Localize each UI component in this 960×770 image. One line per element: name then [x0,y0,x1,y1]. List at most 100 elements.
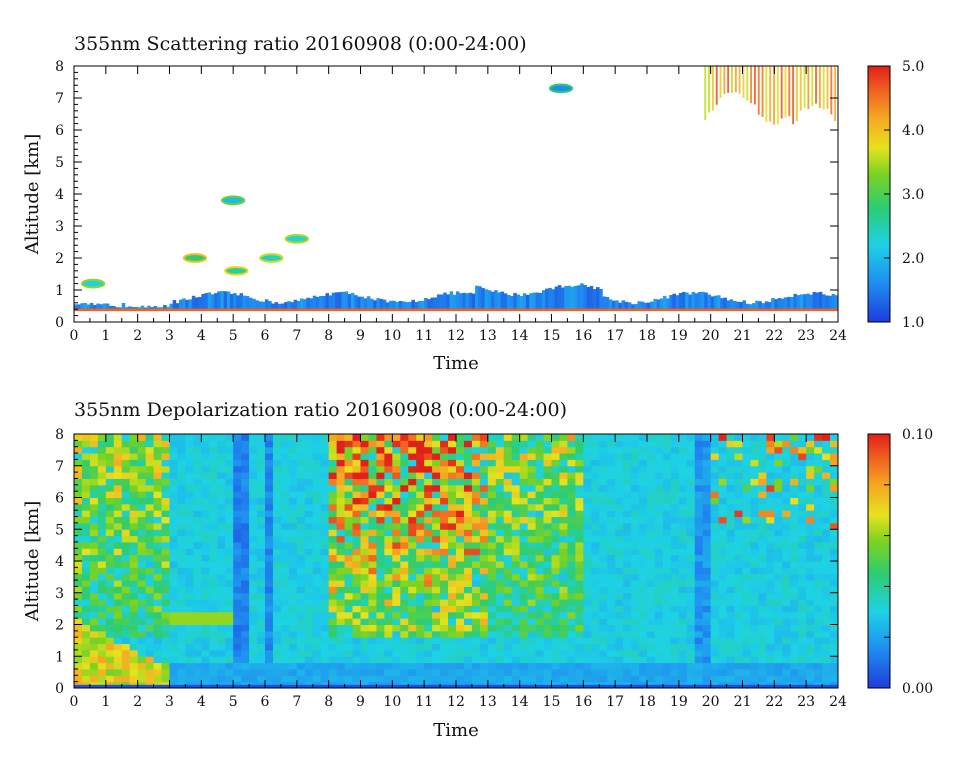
depol-cell [368,618,377,625]
depol-cell [241,649,250,657]
depol-cell [471,580,481,587]
depol-cell [440,637,449,645]
depol-cell [368,611,377,619]
scattering-cell [818,291,823,311]
depol-cell [161,440,170,448]
depol-cell [734,554,743,562]
depol-cell [647,516,656,524]
depol-cell [654,497,664,505]
depol-cell [726,624,736,632]
depol-cell [272,529,282,537]
depol-cell [479,529,489,537]
depol-cell [304,662,314,670]
depol-cell [806,465,815,473]
depol-cell [440,586,449,594]
y-tick-label: 6 [55,123,64,139]
depol-cell [440,592,449,600]
depol-cell [694,453,704,460]
depol-cell [607,440,616,448]
scattering-cell [350,292,355,311]
depol-cell [495,586,505,594]
scattering-cell [494,290,498,311]
depol-cell [456,434,465,441]
depol-cell [432,586,441,594]
depol-cell [670,605,680,613]
depol-cell [551,478,560,486]
depol-cell [336,497,346,505]
depol-cell [830,624,838,632]
depol-cell [344,446,354,454]
depol-cell [193,656,202,664]
depol-cell [336,580,346,587]
depol-cell [209,656,218,664]
depol-cell [575,548,584,556]
depol-cell [814,459,823,467]
depol-cell [647,624,656,632]
depol-cell [710,510,720,518]
depol-cell [328,675,338,683]
depol-cell [662,605,672,613]
depol-cell [487,516,497,524]
depol-cell [766,599,775,606]
depol-cell [177,446,186,454]
depol-cell [710,529,720,537]
depol-cell [615,453,624,460]
panel1-frame [73,65,839,323]
depol-cell [201,535,210,543]
depol-cell [686,586,696,594]
depol-cell [257,529,266,537]
depol-cell [312,668,322,676]
depol-cell [830,484,838,492]
depol-cell [790,465,799,473]
scattering-cell [385,302,390,311]
depol-cell [623,522,632,530]
scattering-cell [284,302,288,311]
depol-cell [408,668,417,676]
depol-cell [806,586,815,594]
depol-cell [121,516,131,524]
depol-cell [766,561,775,568]
depol-cell [806,656,815,664]
depol-cell [105,472,115,479]
depol-cell [790,624,799,632]
depol-cell [209,662,218,670]
depol-cell [225,554,234,562]
depol-cell [257,434,266,441]
scattering-cell [662,295,667,311]
depol-cell [511,592,521,600]
depol-cell [822,605,831,613]
depol-cell [408,529,417,537]
depol-cell [623,440,632,448]
depol-cell [408,637,417,645]
depol-cell [456,529,465,537]
depol-cell [654,510,664,518]
depol-cell [257,472,266,479]
depol-cell [193,535,202,543]
depol-cell [320,561,330,568]
depol-cell [249,611,258,619]
depol-cell [209,541,218,549]
panel2-axes: 0 1 2 3 4 5 6 7 8 9 10 11 12 13 14 15 16 17 18 19 20 21 22 23 24… [55,427,847,710]
depol-cell [440,668,449,676]
depol-cell [177,656,186,664]
depol-cell [511,567,521,575]
depol-cell [790,668,799,676]
depol-cell [336,478,346,486]
depol-cell [511,434,521,441]
depol-cell [567,535,576,543]
depol-cell [288,599,298,606]
depol-cell [623,675,632,683]
depol-cell [352,478,361,486]
depol-cell [702,522,712,530]
depol-cell [81,630,91,638]
depol-cell [113,662,123,670]
y-tick-label: 2 [55,618,64,634]
depol-cell [288,649,298,657]
cirrus-cell [753,66,756,105]
depol-cell [161,478,170,486]
depol-cell [74,599,83,606]
cirrus-cell [780,66,783,119]
depol-cell [392,561,401,568]
depol-cell [336,662,346,670]
depol-cell [217,529,226,537]
